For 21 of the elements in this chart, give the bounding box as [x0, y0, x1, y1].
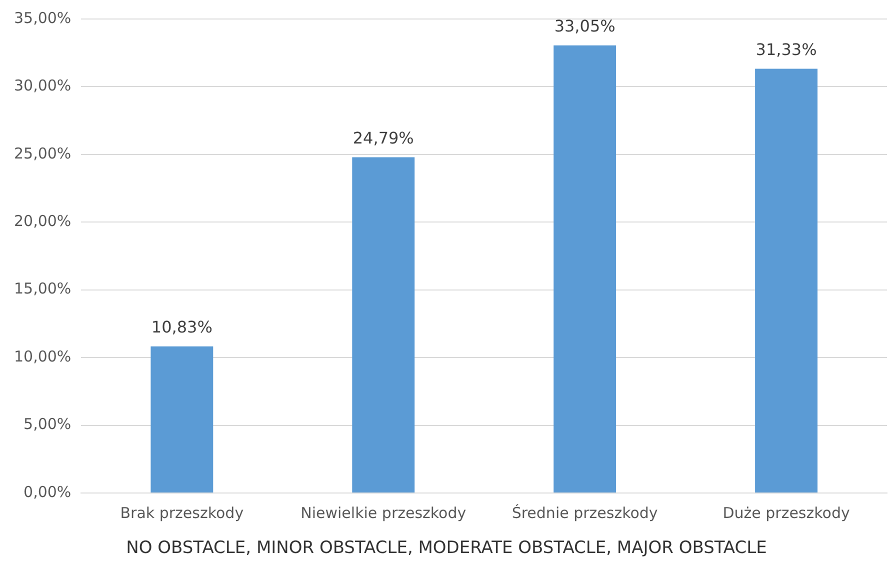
x-tick-label: Średnie przeszkody	[512, 504, 658, 522]
text: NO OBSTACLE, MINOR OBSTACLE, MODERATE OBSTACLE, MAJOR OBSTACLE	[125, 538, 768, 558]
y-tick-label: 35,00%	[14, 8, 72, 27]
data-label: 10,83%	[151, 317, 212, 336]
bar	[352, 157, 415, 492]
data-label: 24,79%	[352, 128, 414, 148]
x-tick-label: Niewielkie przeszkody	[300, 504, 466, 522]
y-tick-label: 20,00%	[14, 212, 72, 230]
data-label: 31,33%	[756, 40, 817, 59]
y-tick-label: 15,00%	[14, 280, 72, 298]
bar	[150, 346, 214, 492]
y-tick-label: 25,00%	[14, 144, 72, 162]
y-tick-label: 5,00%	[24, 415, 72, 434]
x-tick-label: Brak przeszkody	[120, 504, 244, 522]
y-tick-label: 30,00%	[14, 76, 72, 95]
bar	[755, 68, 818, 492]
x-tick-label: Duże przeszkody	[722, 504, 850, 522]
data-label: 33,05%	[554, 16, 616, 36]
y-tick-label: 10,00%	[14, 347, 72, 366]
y-tick-label: 0,00%	[24, 482, 72, 501]
bar	[554, 45, 616, 492]
